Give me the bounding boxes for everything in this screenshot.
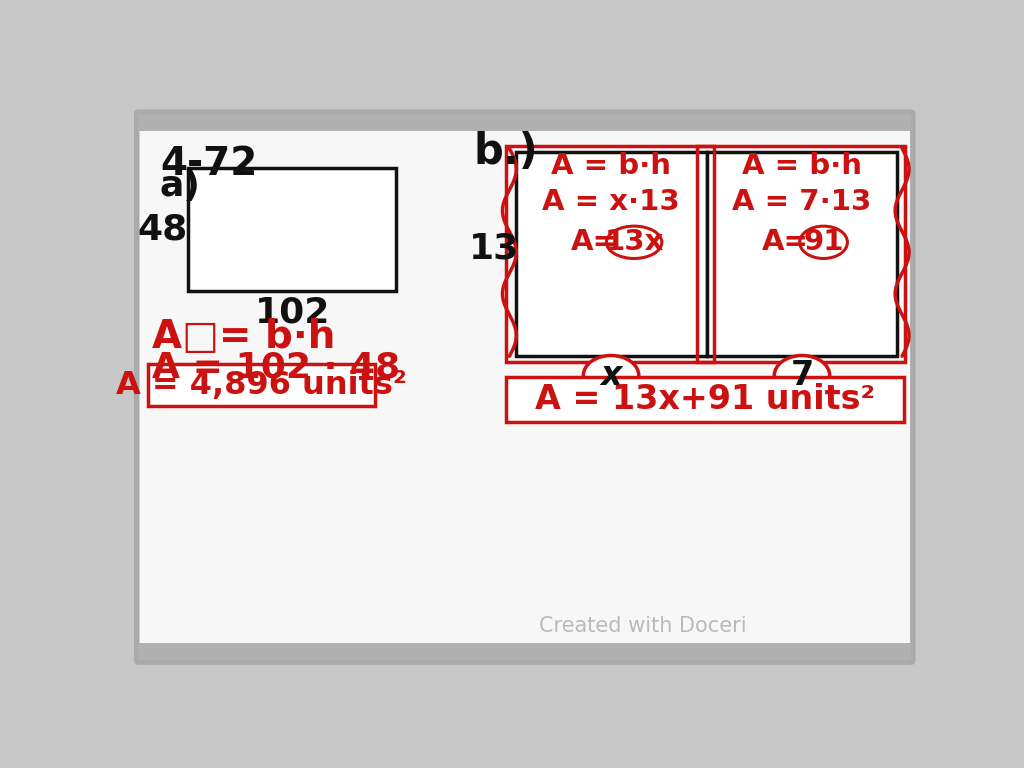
Text: 13: 13	[469, 231, 519, 266]
Ellipse shape	[584, 356, 639, 396]
Text: A=: A=	[762, 228, 809, 257]
Text: 4-72: 4-72	[160, 144, 257, 183]
Text: 102: 102	[255, 296, 330, 329]
Text: a): a)	[160, 169, 201, 204]
Text: A = b·h: A = b·h	[742, 152, 862, 180]
Bar	[138, 114, 911, 131]
Bar	[147, 364, 375, 406]
Text: A = b·h: A = b·h	[551, 152, 671, 180]
Text: A = x·13: A = x·13	[542, 188, 680, 217]
Bar	[506, 146, 714, 362]
Text: A = 4,896 units²: A = 4,896 units²	[116, 370, 407, 401]
Bar	[707, 152, 897, 356]
Bar	[515, 152, 707, 356]
Text: 7: 7	[791, 359, 814, 392]
Text: 91: 91	[803, 228, 844, 257]
Text: A = 13x+91 units²: A = 13x+91 units²	[535, 383, 876, 416]
Text: A = 7·13: A = 7·13	[732, 188, 871, 217]
Text: A□= b·h: A□= b·h	[153, 318, 336, 356]
Text: 48: 48	[138, 212, 188, 247]
Bar	[697, 146, 905, 362]
Text: x: x	[600, 359, 622, 392]
FancyBboxPatch shape	[137, 112, 912, 662]
Bar	[138, 644, 911, 660]
Text: A=: A=	[570, 228, 617, 257]
Text: b.): b.)	[473, 131, 538, 173]
Bar	[506, 377, 903, 422]
Text: Created with Doceri: Created with Doceri	[539, 616, 746, 636]
Bar	[188, 167, 396, 291]
Ellipse shape	[774, 356, 829, 396]
Text: 13x: 13x	[604, 228, 664, 257]
Text: A = 102 · 48: A = 102 · 48	[153, 351, 400, 385]
